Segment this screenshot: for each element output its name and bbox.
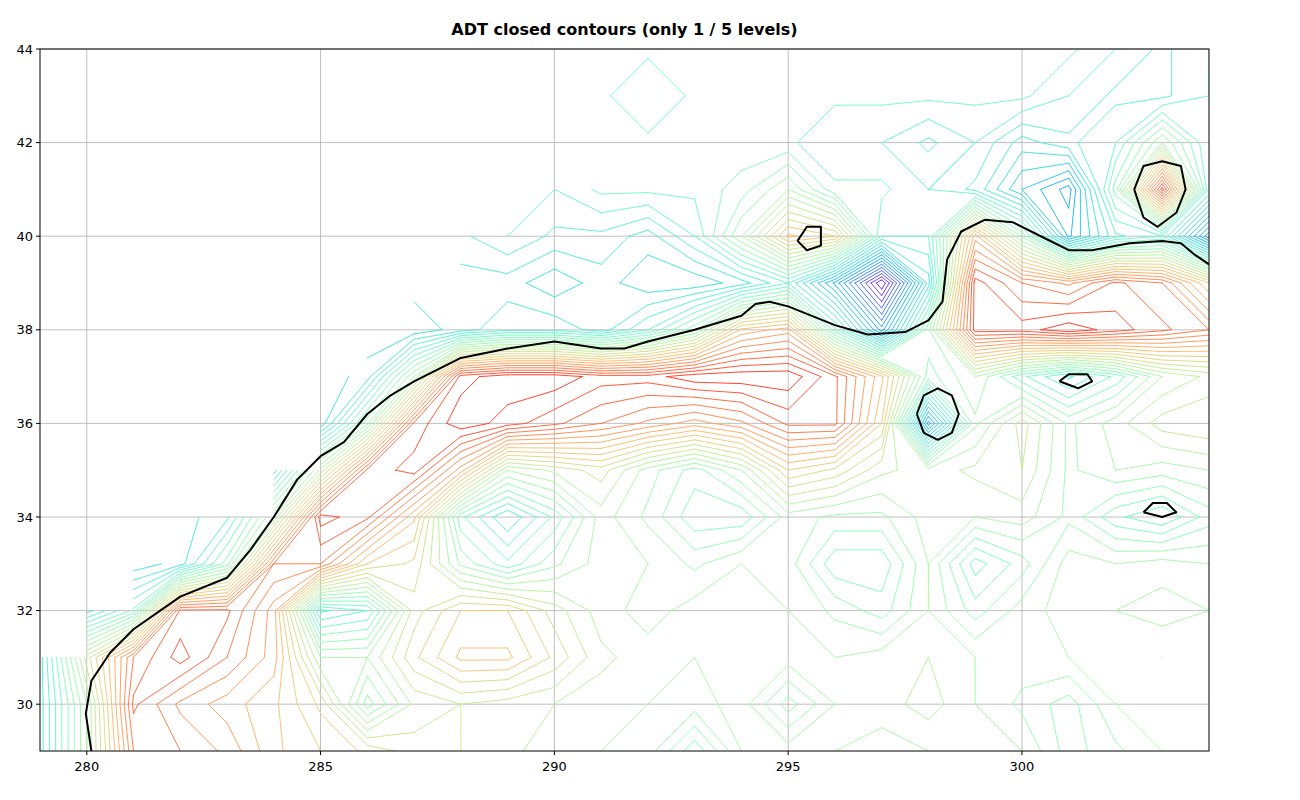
y-tick-label: 30 [16,697,33,712]
y-tick [36,423,40,424]
x-tick [320,751,321,755]
closed-contour [1134,161,1185,227]
grid-line-y [40,704,1209,705]
closed-contour [1059,374,1092,388]
grid-line-y [40,517,1209,518]
contour-level [876,280,885,289]
plot-frame [40,49,1209,751]
x-tick [86,751,87,755]
chart: ADT closed contours (only 1 / 5 levels) 2… [0,0,1300,800]
contour-level [70,135,1209,751]
y-tick [36,142,40,143]
axes: 280 285 290 295 300 30 32 34 36 38 40 42 44 [16,42,1034,775]
grid [40,49,1209,751]
x-tick-label: 285 [308,759,333,774]
plot-area [42,49,1209,751]
contour-level [96,158,1209,751]
y-tick-label: 42 [16,135,33,150]
contour-level [133,184,1172,714]
contour-level [75,143,1209,751]
grid-line-x [1021,49,1022,751]
contour-level [84,150,1209,751]
y-tick-label: 32 [16,603,33,618]
contour-level [171,188,1164,664]
contour-level [61,120,1209,751]
closed-contour [1144,503,1177,517]
chart-title: ADT closed contours (only 1 / 5 levels) [451,20,797,39]
contour-level [52,49,1209,751]
contour-level [826,171,1209,433]
closed-contour [798,227,821,250]
x-tick [1021,751,1022,755]
contour-level [102,161,1209,751]
y-tick-label: 38 [16,322,33,337]
contour-level [115,169,1209,751]
y-tick [36,704,40,705]
contour-level [447,323,1097,429]
y-tick-label: 34 [16,510,33,525]
contour-level [56,49,1209,751]
x-tick [788,751,789,755]
grid-line-x [320,49,321,751]
y-tick [36,610,40,611]
x-tick-label: 290 [542,759,567,774]
y-tick-label: 40 [16,229,33,244]
x-tick-label: 295 [776,759,801,774]
contour-level [124,176,1209,751]
y-tick-label: 44 [16,42,33,57]
y-tick [36,236,40,237]
y-tick [36,49,40,50]
grid-line-x [554,49,555,751]
grid-line-y [40,236,1209,237]
closed-contour [917,388,959,440]
grid-line-x [788,49,789,751]
contour-level [42,136,1209,751]
contour-level [120,173,1209,751]
contour-level [839,186,1209,426]
contour-level [47,49,1209,751]
x-tick-label: 300 [1010,759,1035,774]
closed-contour [86,220,1209,751]
grid-line-y [40,142,1209,143]
grid-line-y [40,423,1209,424]
y-tick [36,329,40,330]
y-tick [36,517,40,518]
contour-level [66,128,1209,751]
contour-level [80,146,1209,751]
contour-level [128,180,1209,751]
x-tick [554,751,555,755]
contour-level [109,165,1209,751]
x-tick-label: 280 [74,759,99,774]
y-tick-label: 36 [16,416,33,431]
contour-level [90,154,1209,751]
